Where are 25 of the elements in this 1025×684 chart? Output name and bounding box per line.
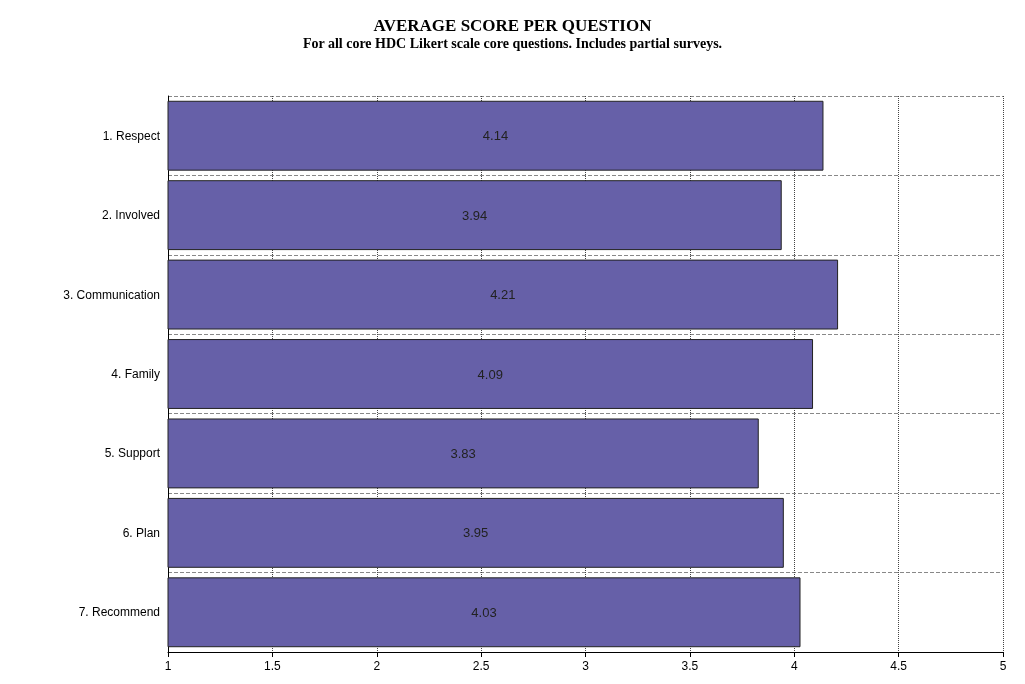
chart-subtitle: For all core HDC Likert scale core questions. Includes partial surveys.: [302, 35, 723, 51]
data-label: 4.03: [471, 604, 497, 620]
y-tick-label: 2. Involved: [101, 208, 160, 223]
y-tick-label: 5. Support: [104, 446, 161, 461]
data-label: 4.21: [490, 287, 516, 303]
x-tick-label: 1: [164, 659, 172, 673]
data-label: 3.83: [450, 445, 476, 461]
data-label: 4.09: [477, 366, 503, 382]
x-tick-label: 3: [582, 659, 590, 673]
x-tick-label: 4.5: [890, 659, 908, 673]
x-tick-label: 2.5: [472, 659, 490, 673]
x-tick-label: 2: [373, 659, 381, 673]
x-tick-label: 5: [999, 659, 1007, 673]
data-label: 4.14: [482, 128, 509, 144]
x-tick-label: 4: [790, 659, 798, 673]
x-tick-label: 1.5: [264, 659, 282, 673]
chart-title: AVERAGE SCORE PER QUESTION: [373, 16, 653, 35]
y-tick-label: 1. Respect: [102, 128, 161, 143]
y-tick-label: 6. Plan: [122, 525, 160, 540]
data-label: 3.94: [461, 207, 488, 223]
y-tick-label: 7. Recommend: [78, 605, 160, 620]
y-tick-label: 3. Communication: [63, 287, 160, 302]
y-tick-label: 4. Family: [111, 367, 160, 381]
data-label: 3.95: [463, 525, 489, 541]
x-tick-label: 3.5: [681, 659, 699, 673]
